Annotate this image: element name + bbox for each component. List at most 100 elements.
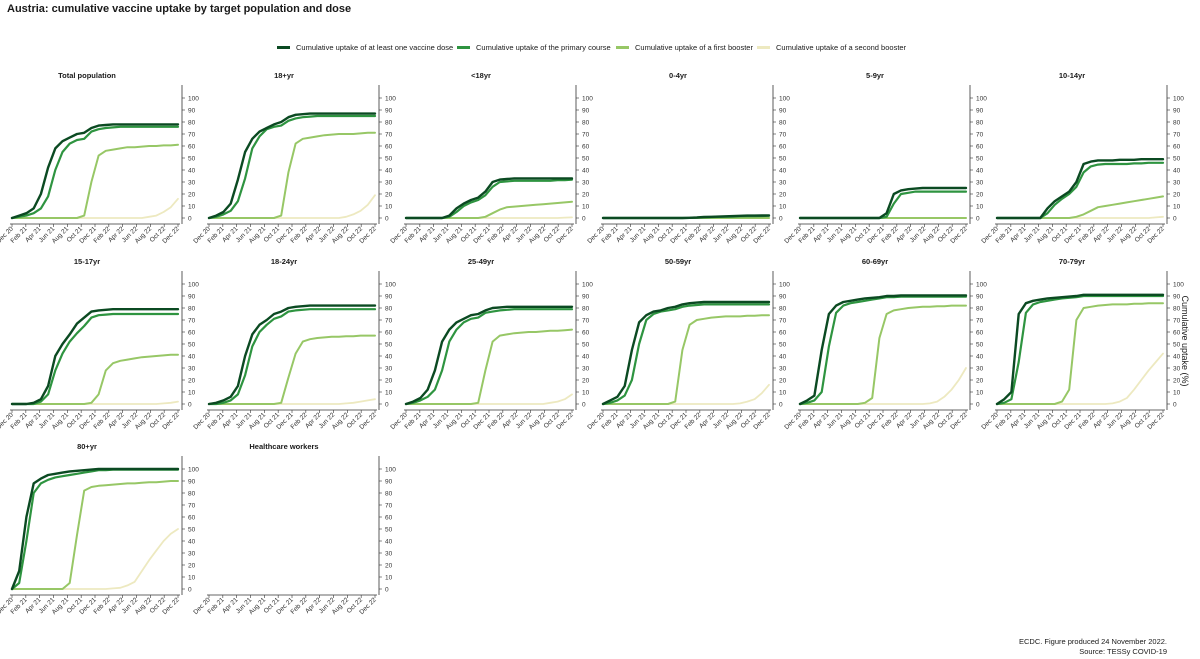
y-tick-label: 90 xyxy=(779,108,787,115)
y-tick-label: 40 xyxy=(582,168,590,175)
series-line xyxy=(404,305,574,406)
legend-item: Cumulative uptake of at least one vaccin… xyxy=(277,40,453,54)
footer-credit: ECDC. Figure produced 24 November 2022. xyxy=(1019,637,1167,646)
y-tick-label: 100 xyxy=(976,282,987,289)
y-tick-label: 10 xyxy=(976,390,984,397)
y-tick-label: 60 xyxy=(582,330,590,337)
y-tick-label: 30 xyxy=(976,180,984,187)
y-tick-label: 40 xyxy=(385,354,393,361)
y-tick-label: 40 xyxy=(779,354,787,361)
y-tick-label: 40 xyxy=(188,354,196,361)
y-tick-label: 30 xyxy=(1173,180,1181,187)
y-tick-label: 10 xyxy=(582,390,590,397)
y-tick-label: 10 xyxy=(1173,390,1181,397)
y-tick-label: 80 xyxy=(188,306,196,313)
y-tick-label: 10 xyxy=(779,204,787,211)
y-tick-label: 0 xyxy=(188,587,192,594)
y-tick-label: 90 xyxy=(188,479,196,486)
y-tick-label: 0 xyxy=(385,216,389,223)
panel-title: 0-4yr xyxy=(669,71,687,80)
series-line xyxy=(996,302,1164,405)
y-tick-label: 70 xyxy=(385,503,393,510)
y-tick-label: 80 xyxy=(976,306,984,313)
y-tick-label: 60 xyxy=(385,330,393,337)
series-line xyxy=(10,312,180,406)
y-tick-label: 20 xyxy=(976,192,984,199)
y-tick-label: 10 xyxy=(976,204,984,211)
chart-panel: Healthcare workers 0 10 20 30 40 50 60 70 80 90 100… xyxy=(192,442,396,616)
y-tick-label: 20 xyxy=(385,192,393,199)
y-tick-label: 80 xyxy=(976,120,984,127)
legend-swatch xyxy=(616,45,629,49)
legend-item: Cumulative uptake of the primary course xyxy=(457,40,611,54)
y-tick-label: 20 xyxy=(582,192,590,199)
y-tick-label: 50 xyxy=(385,527,393,534)
panel-title: 18+yr xyxy=(274,71,294,80)
y-tick-label: 20 xyxy=(582,378,590,385)
y-tick-label: 80 xyxy=(385,120,393,127)
y-tick-label: 100 xyxy=(582,96,593,103)
panel-title: 10-14yr xyxy=(1059,71,1085,80)
series-line xyxy=(601,300,771,406)
series-line xyxy=(798,295,968,406)
y-tick-label: 40 xyxy=(385,168,393,175)
panel-title: 5-9yr xyxy=(866,71,884,80)
y-tick-label: 0 xyxy=(976,402,980,409)
y-tick-label: 10 xyxy=(1173,204,1181,211)
legend-item: Cumulative uptake of a first booster xyxy=(616,40,753,54)
y-tick-label: 90 xyxy=(188,108,196,115)
panel-title: 60-69yr xyxy=(862,257,888,266)
y-tick-label: 80 xyxy=(385,491,393,498)
chart-panel: Total population0102030405060708090100De… xyxy=(0,71,199,245)
y-tick-label: 0 xyxy=(385,402,389,409)
series-line xyxy=(10,467,180,591)
y-tick-label: 100 xyxy=(1173,282,1184,289)
series-line xyxy=(995,293,1165,406)
y-tick-label: 100 xyxy=(188,282,199,289)
y-tick-label: 60 xyxy=(188,330,196,337)
y-tick-label: 30 xyxy=(582,180,590,187)
y-tick-label: 40 xyxy=(385,539,393,546)
y-tick-label: 30 xyxy=(582,366,590,373)
y-tick-label: 90 xyxy=(976,108,984,115)
series-line xyxy=(10,123,180,220)
y-tick-label: 20 xyxy=(188,192,196,199)
y-tick-label: 100 xyxy=(976,96,987,103)
series-line xyxy=(10,308,180,406)
y-tick-label: 90 xyxy=(385,108,393,115)
y-tick-label: 40 xyxy=(582,354,590,361)
y-tick-label: 0 xyxy=(976,216,980,223)
y-tick-label: 30 xyxy=(385,366,393,373)
y-tick-label: 50 xyxy=(976,156,984,163)
y-tick-label: 80 xyxy=(188,491,196,498)
y-tick-label: 90 xyxy=(385,294,393,301)
y-tick-label: 80 xyxy=(1173,120,1181,127)
y-tick-label: 10 xyxy=(779,390,787,397)
y-tick-label: 90 xyxy=(582,108,590,115)
y-tick-label: 100 xyxy=(385,467,396,474)
legend-swatch xyxy=(757,45,770,49)
y-tick-label: 30 xyxy=(976,366,984,373)
y-tick-label: 0 xyxy=(582,402,586,409)
y-tick-label: 60 xyxy=(582,144,590,151)
y-tick-label: 50 xyxy=(385,342,393,349)
page-title: Austria: cumulative vaccine uptake by ta… xyxy=(7,3,352,15)
y-tick-label: 100 xyxy=(385,282,396,289)
y-tick-label: 10 xyxy=(188,204,196,211)
y-tick-label: 50 xyxy=(188,527,196,534)
series-line xyxy=(798,186,968,220)
y-tick-label: 70 xyxy=(1173,318,1181,325)
y-tick-label: 20 xyxy=(779,192,787,199)
y-tick-label: 0 xyxy=(1173,402,1177,409)
legend-label: Cumulative uptake of at least one vaccin… xyxy=(296,42,454,52)
y-tick-label: 40 xyxy=(1173,354,1181,361)
y-tick-label: 60 xyxy=(1173,330,1181,337)
y-tick-label: 60 xyxy=(1173,144,1181,151)
y-tick-label: 30 xyxy=(385,180,393,187)
legend-swatch xyxy=(457,45,470,49)
y-tick-label: 50 xyxy=(582,342,590,349)
y-tick-label: 60 xyxy=(779,330,787,337)
